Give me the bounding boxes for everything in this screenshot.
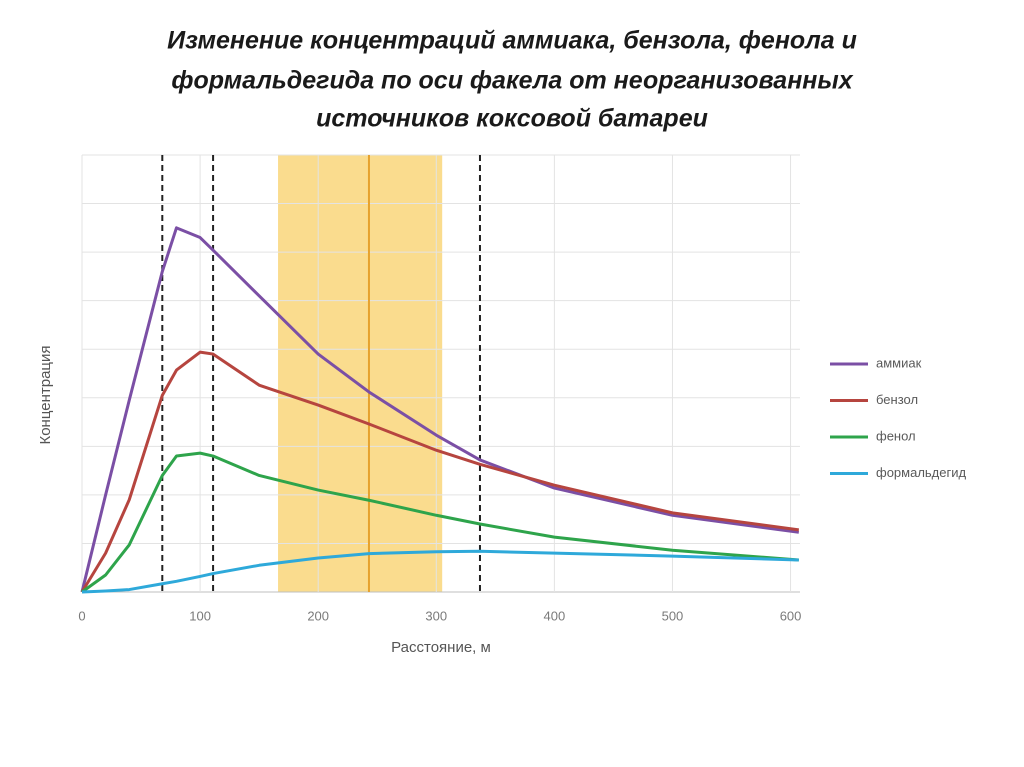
x-tick-label: 500 [662, 608, 684, 623]
legend-label: фенол [876, 428, 916, 443]
legend-label: аммиак [876, 355, 922, 370]
chart-title: формальдегида по оси факела от неорганиз… [171, 67, 853, 95]
highlight-band [278, 155, 443, 592]
y-axis-label: Концентрация [37, 345, 54, 444]
x-tick-label: 300 [425, 608, 447, 623]
series-line [81, 549, 799, 594]
legend-label: бензол [876, 392, 918, 407]
x-tick-label: 100 [189, 608, 211, 623]
x-tick-label: 0 [78, 608, 85, 623]
chart-title: источников коксовой батареи [316, 105, 708, 133]
x-tick-label: 200 [307, 608, 329, 623]
legend-label: формальдегид [876, 465, 967, 480]
x-tick-label: 400 [544, 608, 566, 623]
chart-title: Изменение концентраций аммиака, бензола,… [167, 27, 857, 55]
x-axis-label: Расстояние, м [391, 639, 491, 656]
series-line [80, 350, 800, 593]
series-line [81, 451, 799, 594]
x-tick-label: 600 [780, 608, 802, 623]
